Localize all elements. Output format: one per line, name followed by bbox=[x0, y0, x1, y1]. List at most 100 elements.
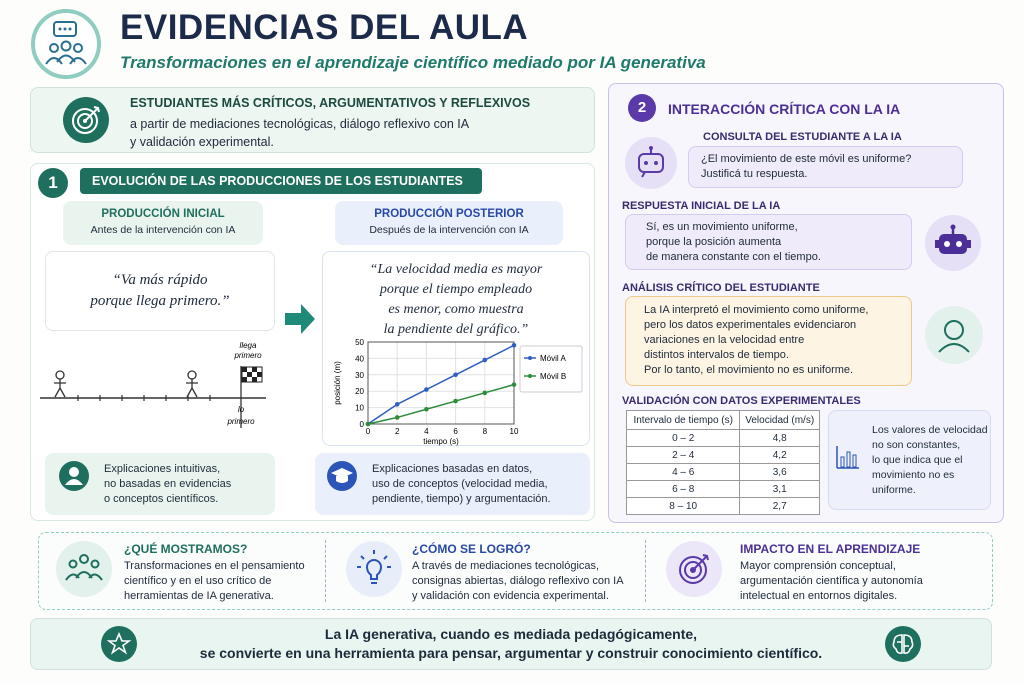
student-icon bbox=[925, 306, 983, 364]
text-line: de manera constante con el tiempo. bbox=[646, 251, 821, 263]
y-tick-label: 30 bbox=[355, 371, 364, 380]
step-label: VALIDACIÓN CON DATOS EXPERIMENTALES bbox=[622, 395, 861, 407]
x-tick-label: 0 bbox=[366, 427, 371, 436]
x-tick-label: 10 bbox=[510, 427, 519, 436]
cap-icon bbox=[327, 461, 357, 491]
text-line: movimiento no es bbox=[872, 469, 955, 481]
table-cell: 2,7 bbox=[739, 497, 820, 515]
text-line: porque la posición aumenta bbox=[646, 236, 782, 248]
section-number: 1 bbox=[38, 168, 68, 198]
bars-icon bbox=[836, 446, 859, 469]
table-cell: 4 – 6 bbox=[625, 463, 741, 481]
series-line bbox=[367, 383, 515, 425]
summary-title: ¿CÓMO SE LOGRÓ? bbox=[412, 542, 531, 556]
text-line: a partir de mediaciones tecnológicas, di… bbox=[130, 117, 470, 131]
text-line: consignas abiertas, diálogo reflexivo co… bbox=[412, 575, 624, 587]
legend-marker bbox=[528, 374, 532, 378]
text-line: A través de mediaciones tecnológicas, bbox=[412, 560, 600, 572]
data-point bbox=[453, 372, 458, 378]
table-cell: 3,6 bbox=[739, 463, 820, 481]
x-tick-label: 8 bbox=[483, 427, 488, 436]
note-box bbox=[828, 410, 991, 510]
table-cell: 3,1 bbox=[739, 480, 820, 498]
text-line: se convierte en una herramienta para pen… bbox=[199, 645, 823, 661]
text-line: Transformaciones en el pensamiento bbox=[124, 560, 305, 572]
text-line: variaciones en la velocidad entre bbox=[644, 334, 805, 346]
quote-line: la pendiente del gráfico.” bbox=[383, 322, 529, 337]
text-line: La IA generativa, cuando es mediada peda… bbox=[324, 626, 698, 642]
x-tick-label: 2 bbox=[395, 427, 400, 436]
data-point bbox=[394, 402, 400, 407]
y-tick-label: 50 bbox=[355, 338, 364, 347]
text-line: Sí, es un movimiento uniforme, bbox=[646, 221, 798, 233]
data-point bbox=[511, 342, 517, 348]
note-text: Los valores de velocidad no son constant… bbox=[872, 423, 988, 498]
text-line: o conceptos científicos. bbox=[104, 493, 219, 505]
table-header: Intervalo de tiempo (s) bbox=[625, 410, 741, 430]
chat-bubble: ¿El movimiento de este móvil es uniforme… bbox=[688, 146, 963, 188]
text-line: científico y en el uso crítico de bbox=[124, 575, 272, 587]
header-icon bbox=[31, 9, 101, 79]
text-line: no basadas en evidencias bbox=[104, 478, 232, 490]
text-line: Explicaciones basadas en datos, bbox=[372, 463, 533, 475]
footer-text: La IA generativa, cuando es mediada peda… bbox=[150, 625, 872, 663]
sketch-label: llega bbox=[240, 341, 257, 350]
quote-line: “Va más rápido bbox=[112, 272, 208, 288]
data-point bbox=[453, 398, 458, 404]
summary-title: ¿QUÉ MOSTRAMOS? bbox=[124, 542, 248, 556]
sketch-label: primero bbox=[233, 351, 262, 360]
data-point bbox=[394, 415, 400, 420]
table-cell: 6 – 8 bbox=[625, 480, 741, 498]
text-line: argumentación científica y autonomía bbox=[740, 575, 923, 587]
sketch-label: primero bbox=[226, 417, 255, 426]
data-point bbox=[424, 387, 429, 392]
text-line: intelectual en entornos digitales. bbox=[740, 590, 898, 602]
text-line: lo que indica que el bbox=[872, 454, 963, 466]
text-line: pero los datos experimentales evidenciar… bbox=[644, 319, 857, 331]
stage-header: PRODUCCIÓN POSTERIOR Después de la inter… bbox=[335, 201, 563, 245]
step-label: ANÁLISIS CRÍTICO DEL ESTUDIANTE bbox=[622, 282, 820, 294]
note-text: Explicaciones basadas en datos, uso de c… bbox=[372, 462, 551, 507]
data-point bbox=[424, 406, 429, 412]
text-line: Justificá tu respuesta. bbox=[701, 168, 808, 180]
y-tick-label: 20 bbox=[355, 387, 364, 396]
sketch-label: lo bbox=[238, 405, 245, 414]
brain-icon bbox=[885, 626, 921, 662]
analysis-box: La IA interpretó el movimiento como unif… bbox=[625, 296, 912, 386]
text-line: pendiente, tiempo) y argumentación. bbox=[372, 493, 551, 505]
table-cell: 0 – 2 bbox=[625, 429, 741, 447]
text-line: y validación con evidencia experimental. bbox=[412, 590, 609, 602]
data-point bbox=[482, 390, 488, 396]
summary-title: IMPACTO EN EL APRENDIZAJE bbox=[740, 542, 921, 556]
legend-label: Móvil A bbox=[540, 354, 566, 363]
bulb-icon bbox=[346, 541, 402, 597]
page-subtitle: Transformaciones en el aprendizaje cient… bbox=[120, 53, 706, 72]
robot-icon bbox=[925, 215, 981, 271]
text-line: Por lo tanto, el movimiento no es unifor… bbox=[644, 364, 854, 376]
note-text: Explicaciones intuitivas, no basadas en … bbox=[104, 462, 231, 507]
quote-line: es menor, como muestra bbox=[388, 302, 524, 317]
text-line: Explicaciones intuitivas, bbox=[104, 463, 221, 475]
section-number: 2 bbox=[628, 94, 656, 122]
person-icon bbox=[59, 461, 89, 491]
group-icon bbox=[56, 541, 112, 597]
banner-text: a partir de mediaciones tecnológicas, di… bbox=[130, 115, 469, 151]
stage-subtitle: Antes de la intervención con IA bbox=[90, 224, 236, 236]
stage-header: PRODUCCIÓN INICIAL Antes de la intervenc… bbox=[63, 201, 263, 245]
y-tick-label: 0 bbox=[360, 420, 365, 429]
data-point bbox=[365, 421, 371, 427]
line-chart: 0 10 20 30 40 50 0 2 4 6 8 10 tiempo (s) posición (m)… bbox=[333, 338, 583, 446]
y-tick-label: 40 bbox=[355, 354, 364, 363]
y-tick-label: 10 bbox=[355, 404, 364, 413]
table-cell: 8 – 10 bbox=[625, 497, 741, 515]
summary-strip bbox=[38, 532, 993, 610]
table-cell: 2 – 4 bbox=[625, 446, 741, 464]
section-title: INTERACCIÓN CRÍTICA CON LA IA bbox=[668, 101, 901, 117]
banner-icon bbox=[63, 97, 109, 143]
text-line: uso de conceptos (velocidad media, bbox=[372, 478, 548, 490]
legend-label: Móvil B bbox=[540, 372, 566, 381]
legend-box bbox=[519, 345, 583, 393]
stage-subtitle: Después de la intervención con IA bbox=[369, 224, 529, 236]
